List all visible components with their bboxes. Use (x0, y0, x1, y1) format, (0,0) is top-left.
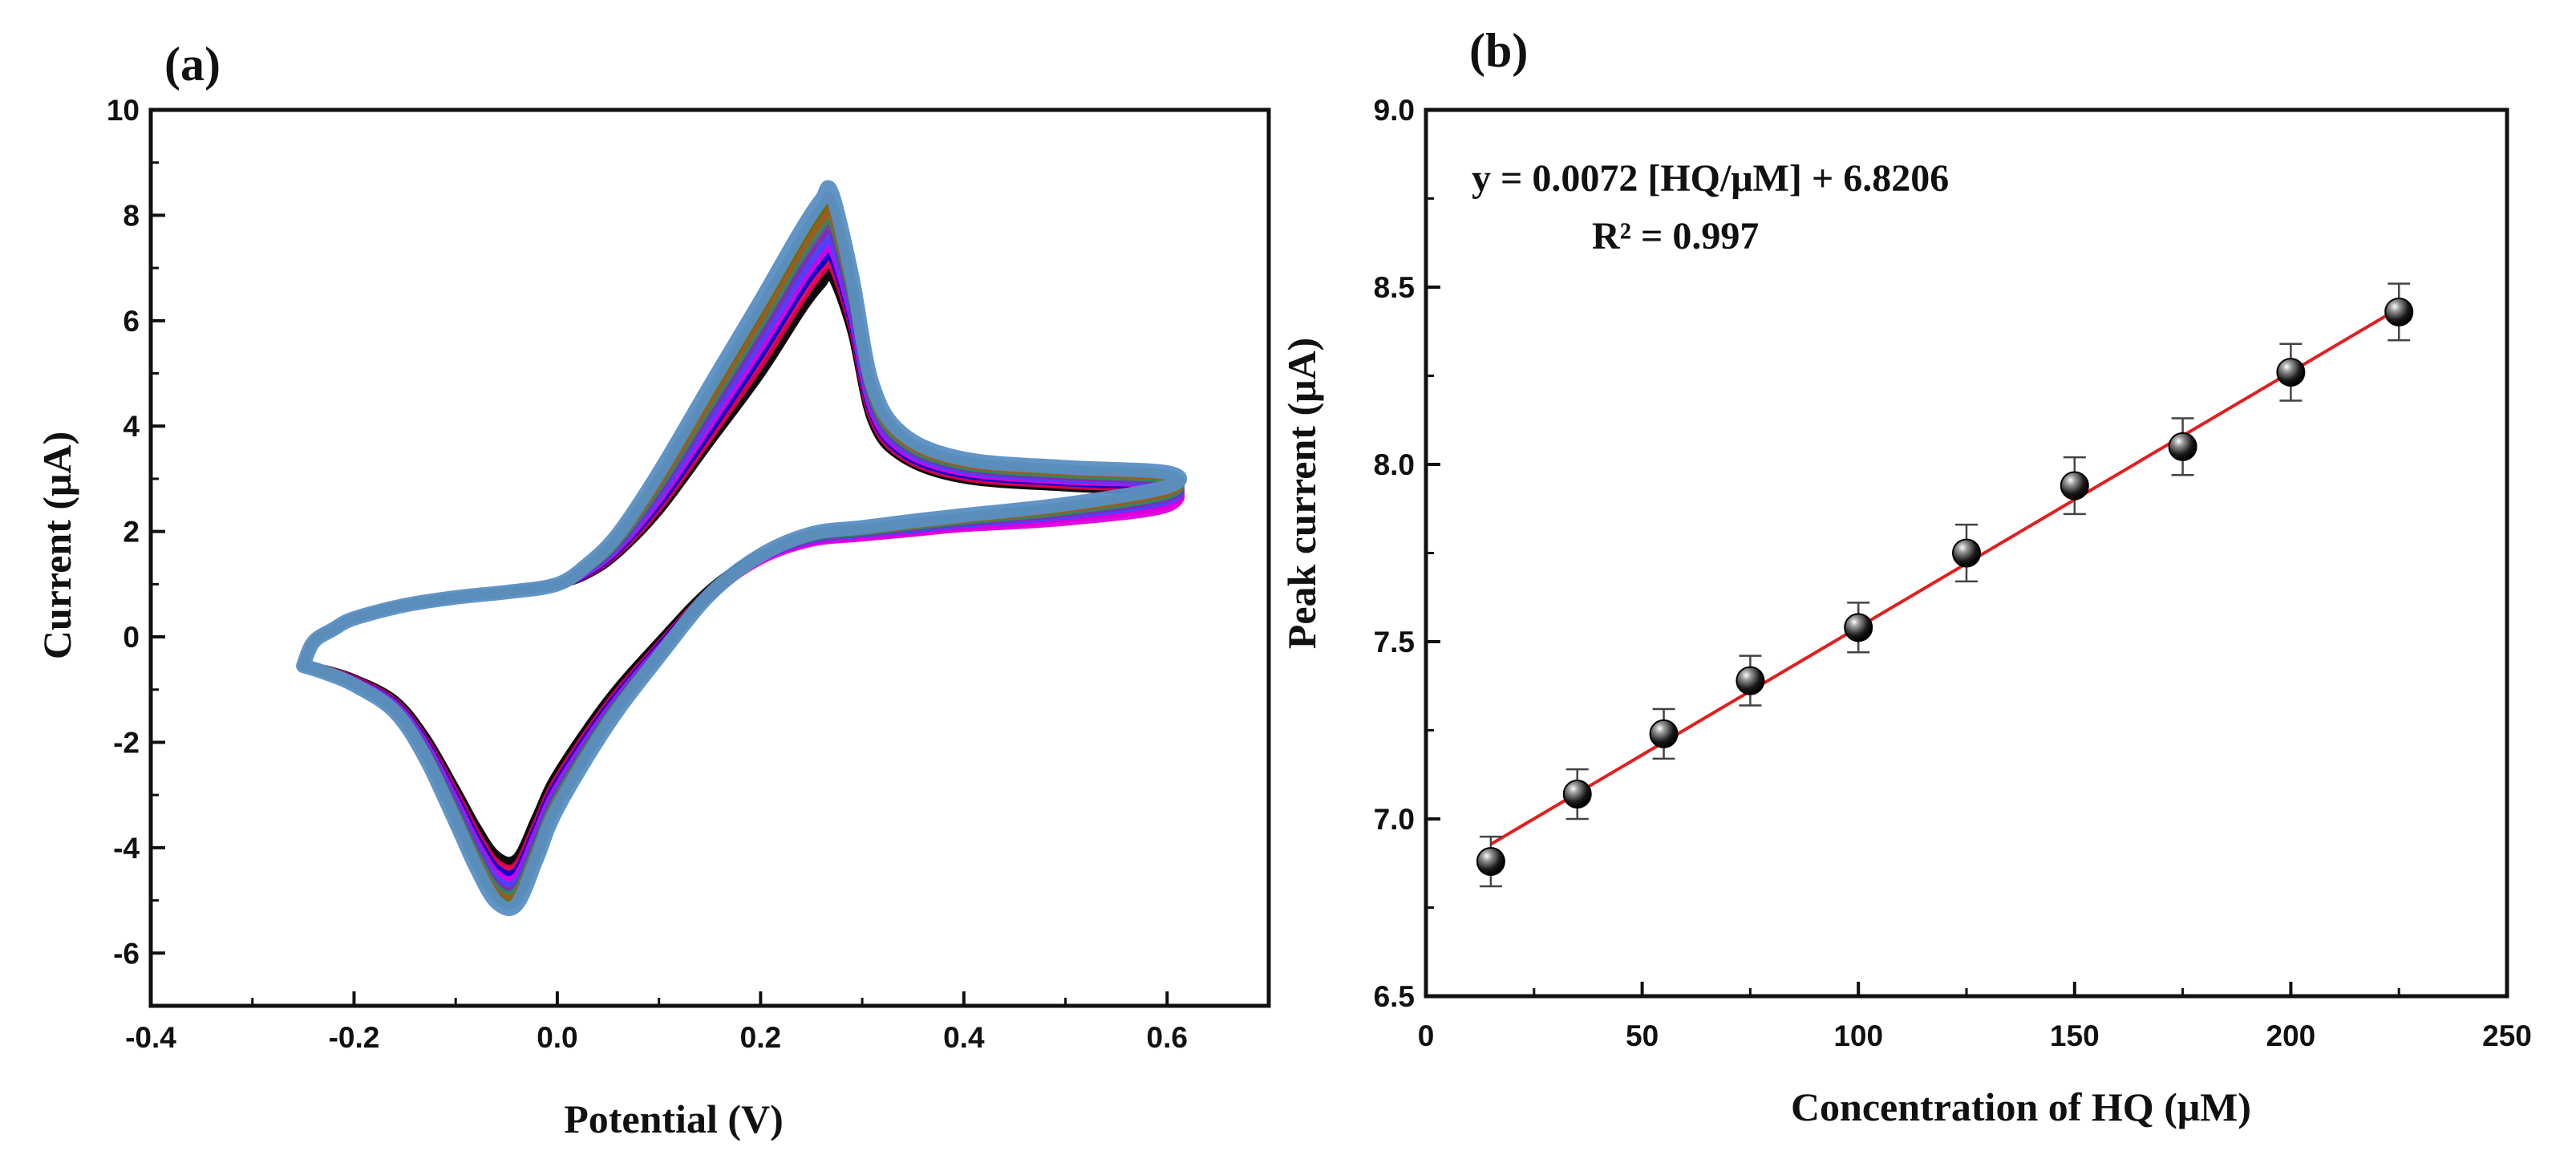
fit-line (1489, 306, 2400, 846)
y-axis-a: -6 -4 -2 0 2 4 6 8 10 (107, 94, 165, 970)
x-tick-label-b: 0 (1418, 1019, 1435, 1052)
data-point (2168, 432, 2197, 461)
y-tick-label-a: 2 (123, 516, 140, 549)
y-tick-label-a: -6 (113, 937, 140, 970)
x-axis-label-b: Concentration of HQ (μM) (1791, 1084, 2251, 1129)
data-point (1844, 613, 1873, 642)
panel-label-a: (a) (164, 38, 221, 91)
y-tick-label-a: -2 (113, 726, 140, 759)
x-axis-a: -0.4 -0.2 0.0 0.2 0.4 0.6 (125, 991, 1188, 1054)
x-tick-label-a: 0.2 (740, 1021, 781, 1054)
y-tick-label-a: 0 (123, 621, 140, 654)
x-tick-label-a: 0.0 (537, 1021, 577, 1054)
y-tick-label-a: 8 (123, 199, 140, 232)
y-tick-label-a: 6 (123, 305, 140, 338)
y-tick-label-b: 8.5 (1374, 271, 1415, 304)
y-axis-b: 6.5 7.0 7.5 8.0 8.5 9.0 (1374, 94, 1440, 1013)
chart-a: (a) -6 -4 -2 0 2 4 6 8 10 -0.4 -0.2 0.0 0.2 0.4 0.6 P… (34, 38, 1271, 1141)
cv-curve (298, 192, 1185, 910)
data-point (2276, 358, 2306, 387)
y-tick-label-a: 4 (123, 410, 140, 443)
cv-curve (298, 203, 1185, 906)
data-point (1649, 719, 1679, 748)
y-axis-label-b: Peak current (μA) (1279, 338, 1324, 649)
x-tick-label-b: 100 (1833, 1019, 1883, 1052)
x-tick-label-b: 200 (2266, 1019, 2316, 1052)
data-point (2060, 471, 2089, 500)
data-point (2384, 297, 2414, 326)
cv-curve (296, 180, 1188, 916)
x-tick-label-b: 250 (2482, 1019, 2532, 1052)
panel-label-b: (b) (1469, 24, 1528, 77)
chart-b: (b) 6.5 7.0 7.5 8.0 8.5 9.0 0 50 100 150 200 250 y… (1279, 24, 2532, 1129)
data-point (1736, 666, 1765, 695)
x-tick-label-b: 150 (2050, 1019, 2100, 1052)
x-axis-label-a: Potential (V) (564, 1096, 784, 1141)
x-axis-b: 0 50 100 150 200 250 (1418, 982, 2532, 1052)
data-point (1562, 780, 1592, 809)
fit-r-squared: R² = 0.997 (1592, 215, 1759, 257)
data-point (1952, 538, 1981, 568)
y-tick-label-b: 6.5 (1374, 980, 1415, 1013)
x-tick-label-b: 50 (1626, 1019, 1659, 1052)
fit-equation: y = 0.0072 [HQ/μM] + 6.8206 (1472, 157, 1949, 200)
cv-curves (296, 180, 1188, 916)
plot-frame-a (148, 107, 1271, 1008)
y-tick-label-a: 10 (107, 94, 140, 127)
x-tick-label-a: -0.2 (329, 1021, 380, 1054)
y-tick-label-b: 8.0 (1374, 448, 1415, 481)
data-point (1476, 847, 1505, 877)
y-tick-label-b: 9.0 (1374, 94, 1415, 127)
scatter-plot (1476, 282, 2414, 888)
x-tick-label-a: -0.4 (125, 1021, 176, 1054)
x-tick-label-a: 0.4 (943, 1021, 985, 1054)
y-axis-label-a: Current (μA) (34, 432, 79, 659)
y-tick-label-a: -4 (113, 832, 140, 865)
x-tick-label-a: 0.6 (1147, 1021, 1188, 1054)
y-tick-label-b: 7.5 (1374, 626, 1415, 659)
y-tick-label-b: 7.0 (1374, 803, 1415, 836)
